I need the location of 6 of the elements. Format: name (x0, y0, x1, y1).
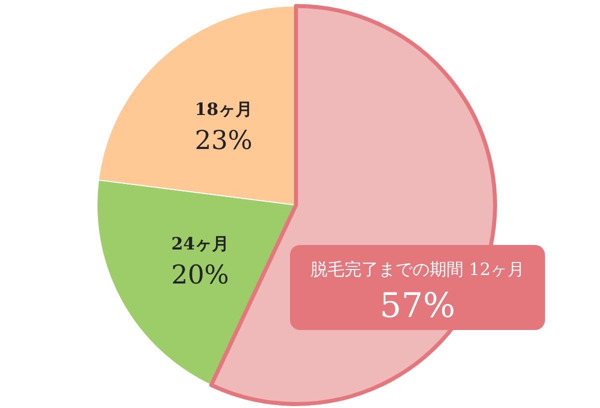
slice-label: 18ヶ月 (194, 100, 252, 120)
data-label: 23% (194, 126, 253, 156)
slice-label: 脱毛完了までの期間 12ヶ月 (310, 260, 525, 280)
data-label: 57% (380, 286, 456, 326)
data-label: 20% (171, 260, 229, 291)
slice-label: 24ヶ月 (171, 234, 229, 255)
